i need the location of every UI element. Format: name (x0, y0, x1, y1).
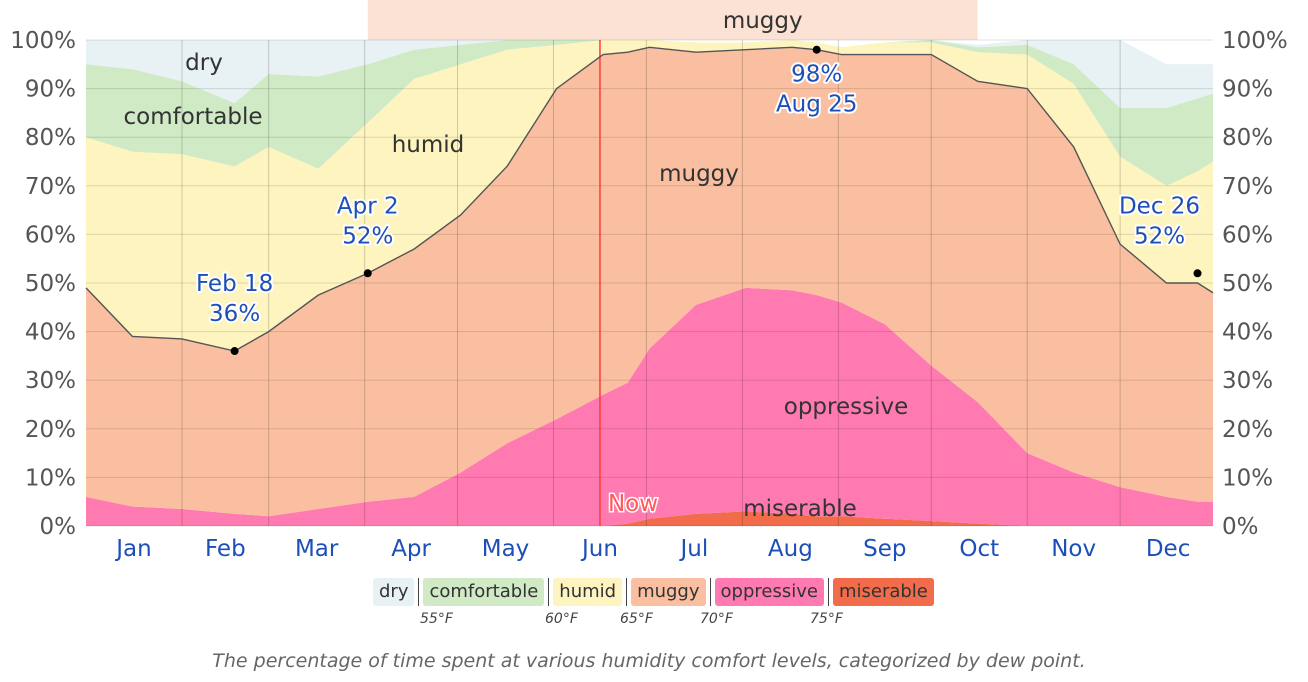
muggy-season-label: muggy (723, 8, 803, 34)
annotation-label: 98% (791, 62, 842, 88)
y-tick-label: 0% (40, 514, 77, 540)
y-tick-label: 0% (1222, 514, 1259, 540)
legend-item-dry: dry (373, 578, 415, 606)
band-labels: dry comfortable humid muggy oppressive misera… (124, 50, 909, 522)
legend-item-humid: humid (553, 578, 623, 606)
annotation-label: 36% (209, 301, 260, 327)
y-tick-label: 30% (25, 368, 76, 394)
y-tick-label: 10% (25, 465, 76, 491)
y-tick-label: 20% (1222, 417, 1273, 443)
legend-temp-70: 70°F (700, 611, 733, 627)
legend-separator (827, 578, 829, 606)
y-tick-label: 50% (25, 271, 76, 297)
area-muggy (86, 47, 1213, 517)
annotation-label: 52% (342, 223, 393, 249)
y-tick-label: 40% (25, 320, 76, 346)
legend-item-oppressive: oppressive (714, 578, 824, 606)
muggy-threshold-line (85, 46, 1214, 352)
month-label: May (482, 536, 530, 562)
annotation-label: Aug 25 (776, 92, 858, 118)
band-label-dry: dry (185, 50, 223, 76)
month-label: Mar (295, 536, 339, 562)
annotation-label: Dec 26 (1119, 193, 1200, 219)
chart-caption: The percentage of time spent at various … (212, 650, 1086, 672)
month-label: Apr (391, 536, 431, 562)
y-tick-label: 50% (1222, 271, 1273, 297)
legend-separator (418, 578, 420, 606)
y-tick-label: 90% (1222, 77, 1273, 103)
band-label-oppressive: oppressive (784, 394, 909, 420)
y-tick-label: 60% (25, 222, 76, 248)
month-label: Aug (768, 536, 813, 562)
legend-item-miserable: miserable (832, 578, 934, 606)
band-label-muggy: muggy (659, 161, 739, 187)
area-comfortable (86, 40, 1213, 186)
legend-separator (626, 578, 628, 606)
y-axis-right: 0% 10% 20% 30% 40% 50% 60% 70% 80% 90% 100% (1222, 28, 1288, 540)
legend-temp-60: 60°F (545, 611, 578, 627)
month-label: Jul (679, 536, 709, 562)
legend-item-muggy: muggy (631, 578, 706, 606)
y-tick-label: 70% (25, 174, 76, 200)
annotations: Feb 18 36% Apr 2 52% 98% Aug 25 Dec 26 52% (194, 45, 1202, 356)
month-label: Dec (1146, 536, 1191, 562)
y-tick-label: 80% (1222, 125, 1273, 151)
month-label: Oct (959, 536, 999, 562)
legend-temp-65: 65°F (620, 611, 653, 627)
band-label-miserable: miserable (743, 496, 857, 522)
annotation-label: 52% (1134, 223, 1185, 249)
grid-lines (86, 39, 1213, 527)
y-tick-label: 100% (1222, 28, 1288, 54)
legend-item-comfortable: comfortable (423, 578, 545, 606)
month-label: Sep (863, 536, 906, 562)
legend-temp-55: 55°F (420, 611, 453, 627)
area-dry (86, 40, 1213, 109)
muggy-season-band (367, 0, 978, 40)
y-tick-label: 10% (1222, 465, 1273, 491)
legend: dry comfortable humid muggy oppressive m… (373, 578, 938, 606)
y-axis-left: 0% 10% 20% 30% 40% 50% 60% 70% 80% 90% 100% (10, 28, 76, 540)
annotation-point (363, 269, 372, 278)
annotation-label: Apr 2 (337, 193, 399, 219)
y-tick-label: 20% (25, 417, 76, 443)
y-tick-label: 100% (10, 28, 76, 54)
month-label: Feb (205, 536, 246, 562)
month-label: Jun (580, 536, 618, 562)
month-label: Nov (1051, 536, 1096, 562)
area-oppressive (86, 287, 1213, 526)
humidity-comfort-chart: 0% 10% 20% 30% 40% 50% 60% 70% 80% 90% 100% 0% 10% 2… (10, 0, 1288, 562)
y-tick-label: 80% (25, 125, 76, 151)
annotation-point (812, 45, 821, 54)
y-tick-label: 40% (1222, 320, 1273, 346)
y-tick-label: 70% (1222, 174, 1273, 200)
annotation-point (230, 347, 239, 356)
now-label: Now (608, 491, 658, 517)
annotation-point (1193, 269, 1202, 278)
band-label-comfortable: comfortable (124, 104, 263, 130)
month-label: Jan (114, 536, 151, 562)
legend-separator (548, 578, 550, 606)
y-tick-label: 90% (25, 77, 76, 103)
y-tick-label: 60% (1222, 222, 1273, 248)
band-label-humid: humid (392, 132, 465, 158)
annotation-label: Feb 18 (196, 271, 273, 297)
legend-separator (709, 578, 711, 606)
x-axis-months: Jan Feb Mar Apr May Jun Jul Aug Sep Oct Nov Dec (114, 536, 1190, 562)
y-tick-label: 30% (1222, 368, 1273, 394)
legend-temp-75: 75°F (810, 611, 843, 627)
